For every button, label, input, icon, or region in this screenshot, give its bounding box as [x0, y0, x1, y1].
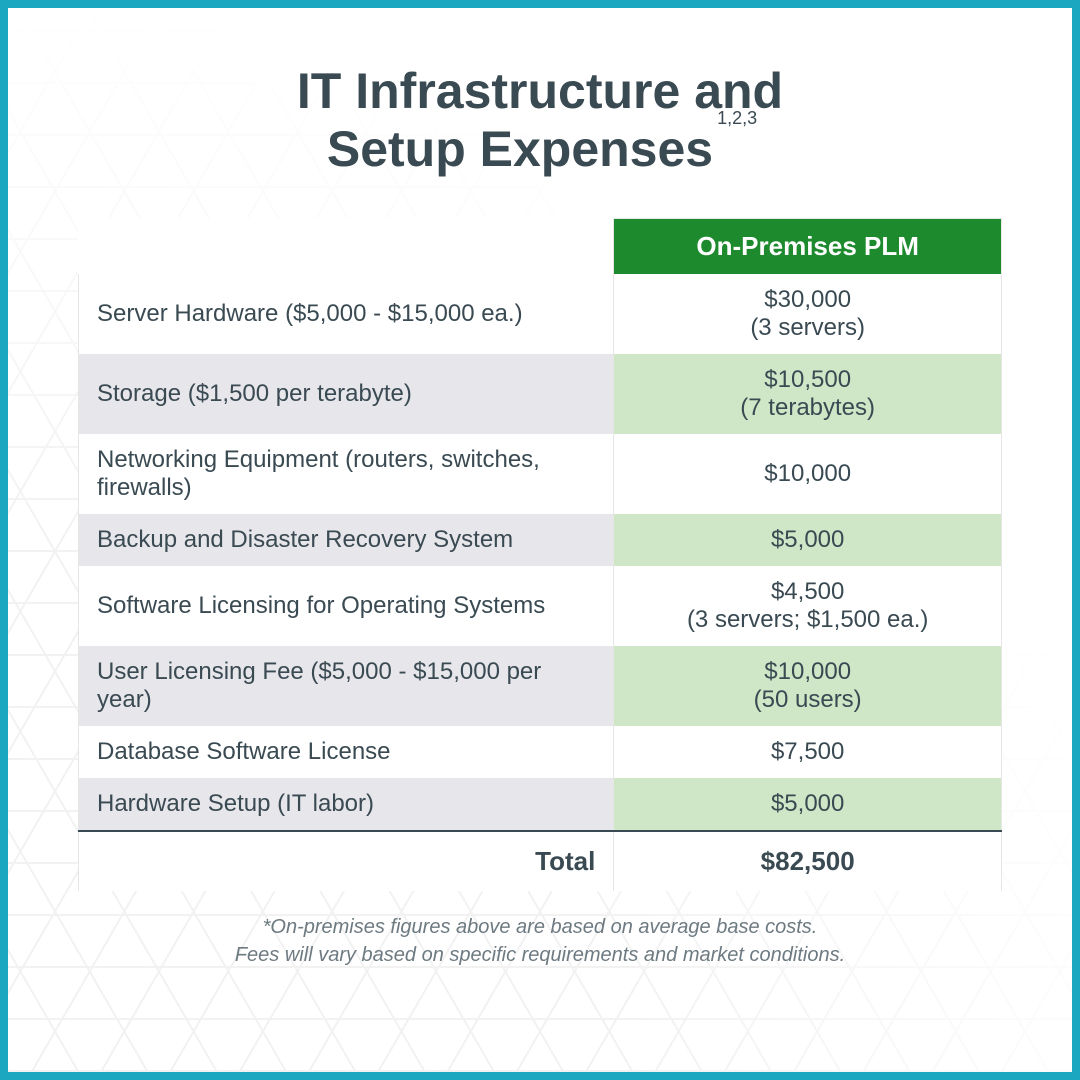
total-label: Total — [79, 831, 614, 891]
row-value: $5,000 — [614, 778, 1002, 831]
row-value-main: $7,500 — [771, 738, 844, 765]
row-label: Backup and Disaster Recovery System — [79, 514, 614, 566]
footnote-line-2: Fees will vary based on specific require… — [235, 944, 845, 966]
row-value: $10,000 (50 users) — [614, 646, 1002, 726]
row-label: Server Hardware ($5,000 - $15,000 ea.) — [79, 274, 614, 354]
row-value-main: $5,000 — [771, 526, 844, 553]
row-label: Hardware Setup (IT labor) — [79, 778, 614, 831]
row-value-sub: (3 servers; $1,500 ea.) — [632, 606, 983, 634]
footnote-line-1: *On-premises figures above are based on … — [263, 916, 818, 938]
table-row: Database Software License $7,500 — [79, 726, 1002, 778]
table-row: Networking Equipment (routers, switches,… — [79, 434, 1002, 514]
row-value: $10,000 — [614, 434, 1002, 514]
total-row: Total $82,500 — [79, 831, 1002, 891]
document-frame: IT Infrastructure and Setup Expenses1,2,… — [0, 0, 1080, 1080]
footnote: *On-premises figures above are based on … — [78, 913, 1002, 969]
row-value-main: $10,000 — [764, 460, 851, 487]
row-value-main: $30,000 — [764, 286, 851, 313]
table-row: Storage ($1,500 per terabyte) $10,500 (7… — [79, 354, 1002, 434]
row-value: $4,500 (3 servers; $1,500 ea.) — [614, 566, 1002, 646]
row-value-main: $5,000 — [771, 790, 844, 817]
row-value-sub: (50 users) — [632, 686, 983, 714]
row-label: Networking Equipment (routers, switches,… — [79, 434, 614, 514]
title-line-1: IT Infrastructure and — [297, 63, 783, 119]
title-line-2: Setup Expenses — [327, 121, 713, 177]
total-value: $82,500 — [614, 831, 1002, 891]
row-value-sub: (7 terabytes) — [632, 394, 983, 422]
row-value-main: $10,000 — [764, 658, 851, 685]
row-label: Software Licensing for Operating Systems — [79, 566, 614, 646]
table-row: Backup and Disaster Recovery System $5,0… — [79, 514, 1002, 566]
page-title: IT Infrastructure and Setup Expenses1,2,… — [297, 63, 783, 178]
row-label: User Licensing Fee ($5,000 - $15,000 per… — [79, 646, 614, 726]
row-label: Database Software License — [79, 726, 614, 778]
blank-header — [79, 219, 614, 275]
column-header-onprem: On-Premises PLM — [614, 219, 1002, 275]
table-row: User Licensing Fee ($5,000 - $15,000 per… — [79, 646, 1002, 726]
row-value-main: $4,500 — [771, 578, 844, 605]
table-row: Hardware Setup (IT labor) $5,000 — [79, 778, 1002, 831]
row-label: Storage ($1,500 per terabyte) — [79, 354, 614, 434]
row-value: $5,000 — [614, 514, 1002, 566]
row-value: $7,500 — [614, 726, 1002, 778]
table-row: Software Licensing for Operating Systems… — [79, 566, 1002, 646]
title-block: IT Infrastructure and Setup Expenses1,2,… — [78, 63, 1002, 178]
table-row: Server Hardware ($5,000 - $15,000 ea.) $… — [79, 274, 1002, 354]
cost-table: On-Premises PLM Server Hardware ($5,000 … — [78, 218, 1002, 891]
row-value-main: $10,500 — [764, 366, 851, 393]
row-value: $10,500 (7 terabytes) — [614, 354, 1002, 434]
row-value: $30,000 (3 servers) — [614, 274, 1002, 354]
row-value-sub: (3 servers) — [632, 314, 983, 342]
title-superscript: 1,2,3 — [717, 108, 757, 128]
